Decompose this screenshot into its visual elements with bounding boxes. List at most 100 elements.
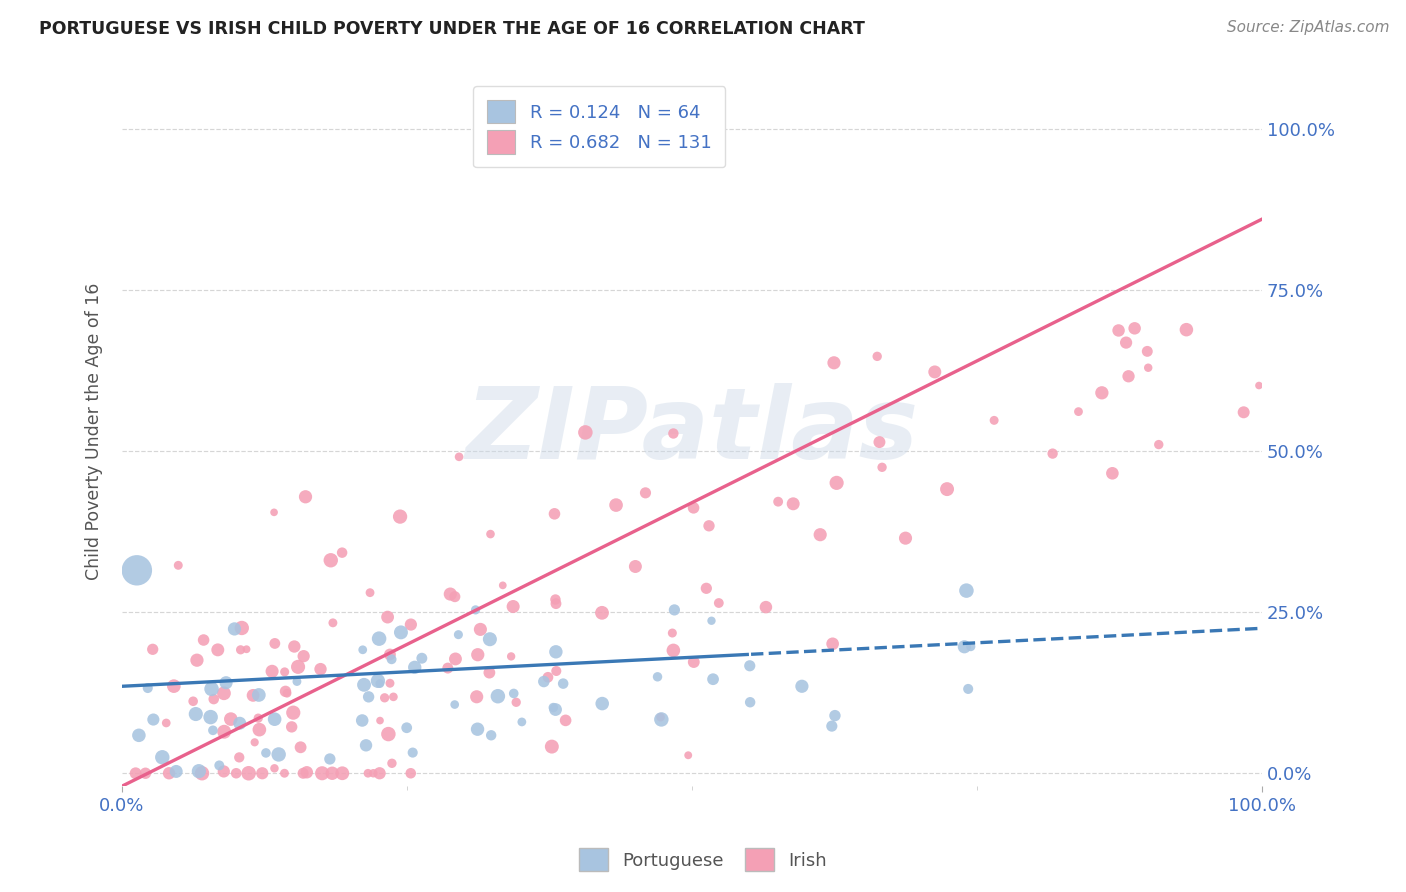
Point [591,697,613,711]
Point [193,633,215,648]
Point [382,690,405,704]
Point [870,460,893,475]
Point [374,690,396,705]
Point [544,645,567,659]
Point [478,665,501,680]
Point [134,766,156,780]
Point [574,425,596,440]
Point [263,505,285,519]
Point [136,681,159,695]
Point [821,637,844,651]
Point [661,626,683,640]
Point [207,643,229,657]
Point [395,721,418,735]
Point [262,665,284,679]
Point [263,712,285,726]
Point [228,750,250,764]
Point [381,756,404,771]
Point [540,739,562,754]
Point [924,365,946,379]
Point [605,498,627,512]
Point [389,625,412,640]
Point [866,349,889,363]
Point [321,766,343,780]
Point [1247,378,1270,392]
Point [936,482,959,496]
Point [231,621,253,635]
Point [252,766,274,780]
Point [247,723,270,737]
Point [766,494,789,508]
Point [273,665,295,679]
Point [274,684,297,698]
Point [544,592,567,607]
Point [186,653,208,667]
Text: ZIPatlas: ZIPatlas [465,384,918,480]
Point [808,527,831,541]
Point [357,690,380,704]
Point [444,590,467,604]
Point [128,728,150,742]
Point [215,675,238,690]
Point [368,766,391,780]
Point [191,766,214,780]
Point [502,599,524,614]
Point [533,674,555,689]
Point [554,714,576,728]
Point [235,642,257,657]
Point [330,766,353,780]
Point [378,648,401,662]
Point [322,615,344,630]
Point [368,714,391,728]
Legend: Portuguese, Irish: Portuguese, Irish [572,841,834,879]
Point [502,686,524,700]
Point [1137,360,1160,375]
Point [953,640,976,654]
Point [287,660,309,674]
Point [208,758,231,772]
Point [738,658,761,673]
Point [224,622,246,636]
Point [163,679,186,693]
Point [957,681,980,696]
Point [436,661,458,675]
Point [700,614,723,628]
Point [1233,405,1256,419]
Point [1101,467,1123,481]
Point [439,587,461,601]
Point [243,735,266,749]
Point [537,670,560,684]
Point [1136,344,1159,359]
Point [591,606,613,620]
Point [125,563,148,577]
Point [676,748,699,763]
Point [389,509,412,524]
Point [821,719,844,733]
Point [411,651,433,665]
Point [378,676,401,690]
Point [399,617,422,632]
Point [868,435,890,450]
Text: Source: ZipAtlas.com: Source: ZipAtlas.com [1226,20,1389,35]
Point [295,765,318,780]
Point [478,632,501,647]
Point [404,660,426,674]
Point [543,507,565,521]
Point [352,642,374,657]
Point [167,558,190,573]
Point [544,702,567,716]
Point [254,746,277,760]
Point [1108,323,1130,337]
Point [650,710,672,724]
Point [200,681,222,696]
Point [352,714,374,728]
Point [142,713,165,727]
Point [150,750,173,764]
Point [124,766,146,780]
Point [894,531,917,545]
Point [983,413,1005,427]
Point [467,722,489,736]
Point [464,603,486,617]
Point [755,600,778,615]
Point [201,723,224,738]
